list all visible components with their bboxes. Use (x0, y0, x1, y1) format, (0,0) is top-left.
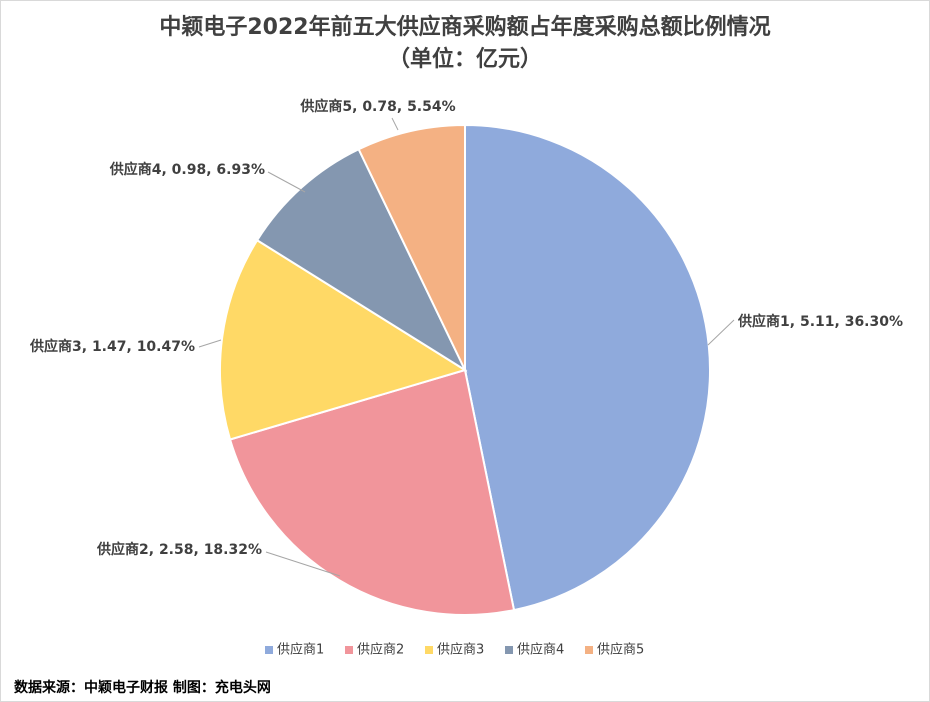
legend-swatch (345, 646, 353, 654)
label-category: 供应商5 (299, 98, 352, 115)
label-value: 1.47 (92, 339, 127, 355)
leader-line (265, 551, 341, 577)
data-label: 供应商4, 0.98, 6.93% (109, 161, 265, 178)
label-sep: , (397, 99, 407, 115)
pie-slice (357, 123, 466, 371)
source-note: 数据来源：中颖电子财报 制图：充电头网 (14, 679, 271, 696)
leader-line (707, 319, 735, 346)
label-sep: , (161, 162, 171, 178)
label-sep: , (835, 314, 845, 330)
label-sep: , (149, 542, 159, 558)
label-share: 36.30% (845, 314, 903, 330)
label-value: 5.11 (800, 314, 835, 330)
legend-label: 供应商2 (357, 642, 404, 658)
pie-slice (464, 123, 711, 612)
legend-label: 供应商5 (597, 642, 644, 658)
label-sep: , (193, 542, 203, 558)
label-value: 0.78 (362, 99, 397, 115)
legend-label: 供应商4 (517, 642, 564, 658)
pie-slice (255, 147, 468, 373)
label-share: 18.32% (204, 542, 262, 558)
label-share: 6.93% (216, 162, 265, 178)
legend-swatch (505, 646, 513, 654)
label-sep: , (206, 162, 216, 178)
legend-swatch (585, 646, 593, 654)
label-category: 供应商4 (109, 161, 162, 178)
legend-label: 供应商1 (277, 642, 324, 658)
pie-slice (228, 368, 516, 616)
data-label: 供应商5, 0.78, 5.54% (299, 98, 455, 115)
legend-swatch (265, 646, 273, 654)
label-share: 10.47% (137, 339, 195, 355)
data-label: 供应商1, 5.11, 36.30% (737, 313, 903, 330)
leader-line (391, 117, 399, 131)
label-category: 供应商3 (29, 338, 82, 355)
label-value: 2.58 (159, 542, 194, 558)
pie-slice (219, 238, 468, 441)
data-label: 供应商3, 1.47, 10.47% (29, 338, 195, 355)
label-category: 供应商1 (737, 313, 790, 330)
label-category: 供应商2 (96, 541, 149, 558)
label-sep: , (126, 339, 136, 355)
leader-line (198, 339, 222, 348)
legend-label: 供应商3 (437, 642, 484, 658)
leader-line (267, 171, 306, 193)
label-share: 5.54% (407, 99, 456, 115)
chart-title: 中颖电子2022年前五大供应商采购额占年度采购总额比例情况 (159, 14, 770, 40)
label-sep: , (790, 314, 800, 330)
label-sep: , (352, 99, 362, 115)
label-value: 0.98 (172, 162, 207, 178)
chart-subtitle: （单位：亿元） (388, 46, 542, 72)
data-label: 供应商2, 2.58, 18.32% (96, 541, 262, 558)
label-sep: , (82, 339, 92, 355)
legend-swatch (425, 646, 433, 654)
